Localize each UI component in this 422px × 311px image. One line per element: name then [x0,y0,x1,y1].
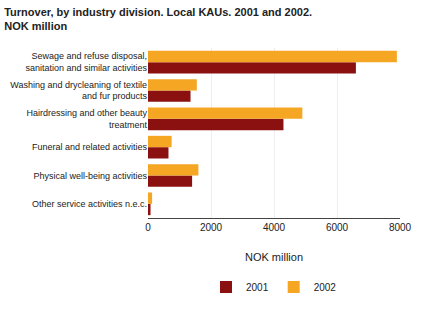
svg-text:2000: 2000 [200,222,223,233]
svg-text:6000: 6000 [326,222,349,233]
svg-text:NOK million: NOK million [245,251,303,263]
svg-text:2001: 2001 [246,282,269,293]
svg-text:Hairdressing and other beautyt: Hairdressing and other beautytreatment [26,108,147,130]
svg-text:0: 0 [145,222,151,233]
svg-text:Sewage and refuse disposal,san: Sewage and refuse disposal,sanitation an… [25,51,147,73]
svg-text:2002: 2002 [314,282,337,293]
svg-text:Washing and drycleaning of tex: Washing and drycleaning of textileand fu… [10,80,147,102]
svg-text:Physical well-being activities: Physical well-being activities [33,171,147,181]
svg-text:Funeral and related activities: Funeral and related activities [32,142,148,152]
svg-text:Other service activities n.e.c: Other service activities n.e.c. [32,199,147,209]
svg-text:8000: 8000 [389,222,412,233]
svg-text:Turnover, by industry division: Turnover, by industry division. Local KA… [4,6,312,32]
svg-text:4000: 4000 [263,222,286,233]
